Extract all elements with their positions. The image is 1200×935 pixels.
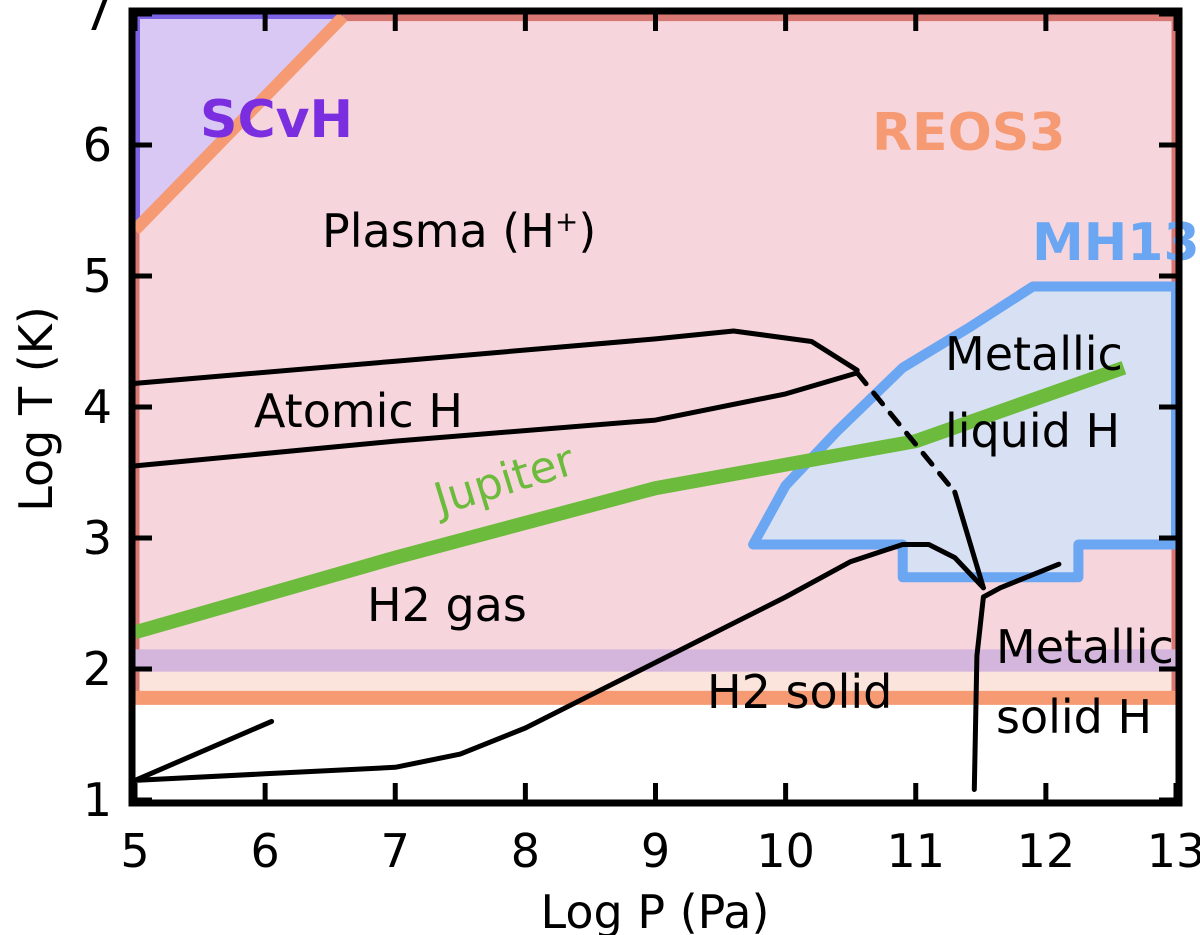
plasma-label-superscript: +: [555, 205, 578, 238]
liquid-transition-dashed: [854, 370, 958, 495]
x-tick-label-11: 11: [886, 824, 945, 878]
x-tick-label-8: 8: [511, 824, 540, 878]
y-tick-label-7: 7: [83, 0, 112, 41]
liquid-transition-solid: [952, 489, 986, 591]
x-tick-label-13: 13: [1147, 824, 1200, 878]
atomic-molecular-boundary: [132, 370, 860, 469]
y-tick-label-3: 3: [83, 511, 112, 565]
metallic-solid-label-line2: solid H: [996, 690, 1152, 744]
metallic-liquid-label-line2: liquid H: [945, 404, 1120, 458]
reos3-label: REOS3: [872, 103, 1065, 163]
jupiter-line: [133, 361, 1127, 640]
y-axis-title: Log T (K): [9, 306, 63, 512]
metallic-liquid-label-line1: Metallic: [945, 327, 1123, 381]
plasma-label: Plasma (H+): [322, 204, 596, 258]
x-tick-label-7: 7: [381, 824, 410, 878]
plasma-atomic-boundary: [132, 328, 860, 386]
y-tick-label-4: 4: [83, 380, 112, 434]
melting-curve: [132, 542, 986, 783]
mh13-label: MH13: [1032, 213, 1200, 273]
x-axis-title: Log P (Pa): [541, 885, 770, 935]
scvh-label: SCvH: [200, 90, 353, 150]
metallic-solid-boundary: [971, 561, 1062, 792]
x-tick-label-5: 5: [120, 824, 149, 878]
phase-curves-layer: [132, 328, 1127, 792]
atomic-h-label: Atomic H: [254, 384, 463, 438]
reos3-diagonal-boundary: [130, 12, 348, 235]
plasma-label-text: Plasma (H: [322, 204, 555, 258]
x-tick-label-10: 10: [756, 824, 815, 878]
y-tick-label-2: 2: [83, 642, 112, 696]
metallic-solid-label-line1: Metallic: [996, 620, 1174, 674]
h2-solid-label: H2 solid: [707, 665, 892, 719]
low-pressure-boundary: [132, 718, 275, 783]
x-tick-label-12: 12: [1017, 824, 1076, 878]
y-tick-label-6: 6: [83, 118, 112, 172]
h2-gas-label: H2 gas: [367, 578, 527, 632]
x-tick-label-9: 9: [641, 824, 670, 878]
plasma-label-close: ): [578, 204, 596, 258]
y-tick-label-5: 5: [83, 249, 112, 303]
y-tick-label-1: 1: [83, 773, 112, 827]
x-tick-label-6: 6: [250, 824, 279, 878]
eos-regions-layer: [130, 9, 1181, 705]
